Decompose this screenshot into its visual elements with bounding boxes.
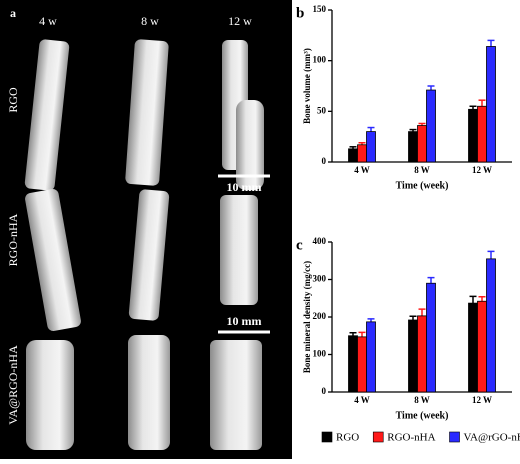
bar [426, 282, 436, 393]
column-label: 12 w [228, 14, 252, 28]
y-tick-label: 0 [322, 156, 327, 166]
y-axis-label: Bone volume (mm³) [302, 48, 312, 124]
y-axis-label: Bone mineral density (mg/cc) [302, 261, 312, 373]
row-label: RGO-nHA [6, 213, 20, 266]
y-tick-label: 400 [313, 236, 327, 246]
bar [357, 144, 367, 163]
scale-bar-label: 10 mm [227, 180, 262, 194]
bar [486, 46, 496, 163]
scale-bar-label: 10 mm [227, 314, 262, 328]
column-label: 4 w [39, 14, 57, 28]
y-tick-label: 0 [322, 386, 327, 396]
column-label: 8 w [141, 14, 159, 28]
x-tick-label: 12 W [472, 395, 492, 405]
legend-swatch [321, 431, 333, 443]
bar [477, 300, 487, 393]
x-axis-label: Time (week) [396, 410, 449, 421]
y-tick-label: 100 [313, 349, 327, 359]
legend-label: RGO-nHA [387, 432, 435, 444]
y-tick-label: 200 [313, 311, 327, 321]
y-tick-label: 50 [317, 105, 327, 115]
panel-label: c [296, 237, 303, 253]
bar [348, 335, 358, 393]
bone-images [24, 39, 264, 450]
bar [477, 105, 487, 163]
legend-label: VA@rGO-nHA [464, 432, 520, 444]
legend-swatch [372, 431, 384, 443]
x-tick-label: 4 W [354, 165, 370, 175]
y-tick-label: 150 [313, 4, 327, 14]
x-axis-label: Time (week) [396, 180, 449, 191]
x-tick-label: 8 W [414, 165, 430, 175]
bar [468, 302, 478, 393]
row-label: VA@RGO-nHA [6, 345, 20, 425]
bar [408, 131, 418, 163]
bar [417, 315, 427, 393]
x-tick-label: 12 W [472, 165, 492, 175]
bar [357, 336, 367, 393]
legend-label: RGO [336, 432, 359, 444]
legend-swatch [449, 431, 460, 443]
bar [417, 125, 427, 163]
x-tick-label: 8 W [414, 395, 430, 405]
y-tick-label: 300 [313, 274, 327, 284]
bar [426, 89, 436, 163]
panel-label: b [296, 5, 304, 21]
x-tick-label: 4 W [354, 395, 370, 405]
bar [486, 258, 496, 393]
y-tick-label: 100 [313, 55, 327, 65]
bar [348, 148, 358, 163]
bar [408, 319, 418, 393]
bar [366, 321, 376, 393]
bar [468, 108, 478, 163]
row-label: RGO [6, 87, 20, 113]
bar [366, 131, 376, 163]
panel-label: a [10, 6, 16, 20]
